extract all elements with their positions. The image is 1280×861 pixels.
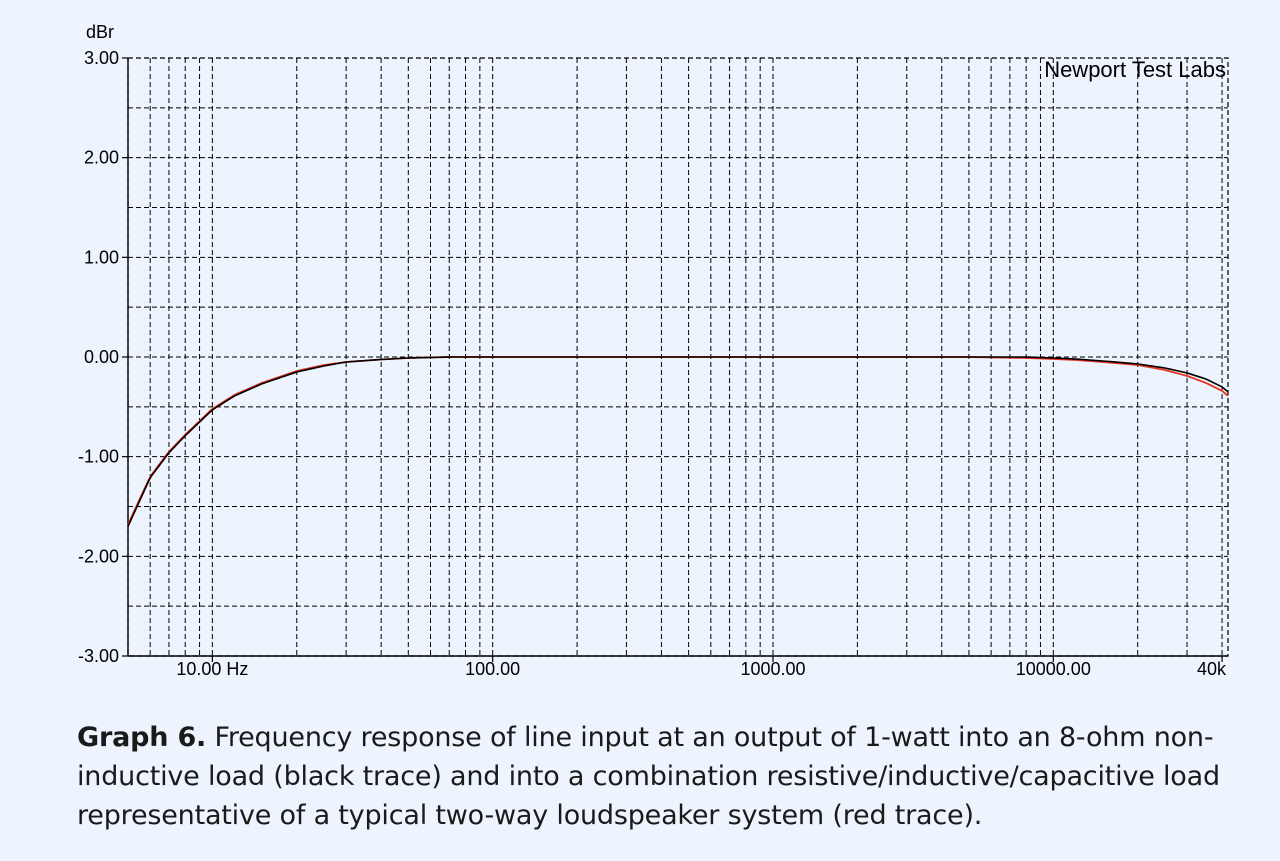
x-axis-ticks: 10.00 Hz 100.00 1000.00 10000.00 40k	[176, 656, 1227, 679]
figure-caption: Graph 6. Frequency response of line inpu…	[77, 718, 1257, 835]
frequency-response-chart: 3.00 2.00 1.00 0.00 -1.00 -2.00 -3.00 10.00 Hz…	[78, 22, 1229, 679]
red-trace	[127, 356, 1229, 525]
x-tick-label: 100.00	[465, 659, 520, 679]
x-tick-label: 1000.00	[740, 659, 805, 679]
y-unit-label: dBr	[86, 22, 114, 42]
y-axis-ticks: 3.00 2.00 1.00 0.00 -1.00 -2.00 -3.00	[78, 48, 128, 666]
x-tick-label: 40k	[1197, 659, 1227, 679]
black-trace	[127, 356, 1229, 527]
y-tick-label: -2.00	[78, 546, 119, 566]
y-tick-label: -1.00	[78, 447, 119, 467]
lab-annotation: Newport Test Labs	[1044, 57, 1226, 82]
caption-text: Frequency response of line input at an o…	[77, 722, 1220, 831]
x-tick-label: 10.00 Hz	[176, 659, 248, 679]
series-traces	[127, 356, 1229, 527]
y-tick-label: 3.00	[84, 48, 119, 68]
caption-label: Graph 6.	[77, 722, 207, 753]
y-tick-label: 2.00	[84, 148, 119, 168]
y-tick-label: -3.00	[78, 646, 119, 666]
y-tick-label: 0.00	[84, 347, 119, 367]
x-tick-label: 10000.00	[1016, 659, 1091, 679]
y-tick-label: 1.00	[84, 247, 119, 267]
